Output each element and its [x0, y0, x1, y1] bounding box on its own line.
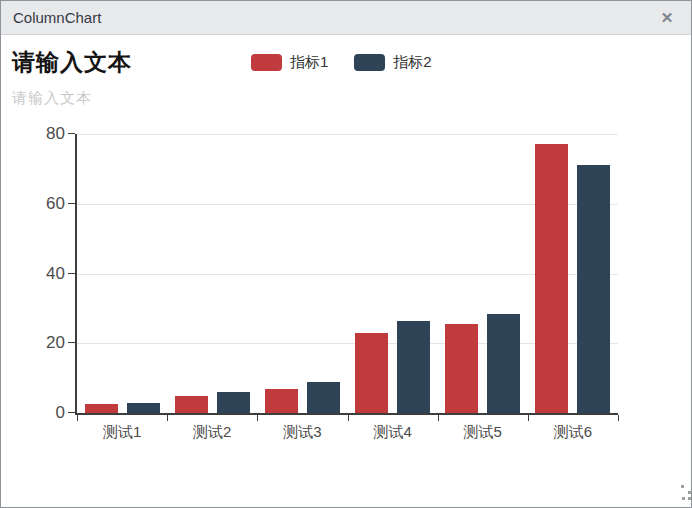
bar-groups — [77, 134, 618, 413]
y-axis-tick — [68, 342, 75, 343]
y-axis-tick — [68, 273, 75, 274]
bar-series2-cat6[interactable] — [577, 165, 610, 413]
bar-series2-cat2[interactable] — [217, 392, 250, 413]
bar-series1-cat1[interactable] — [85, 404, 118, 413]
y-axis-label: 80 — [19, 124, 65, 144]
x-axis-tick — [618, 415, 619, 421]
y-axis-label: 60 — [19, 194, 65, 214]
chart-subtitle: 请输入文本 — [12, 89, 92, 108]
bar-series1-cat2[interactable] — [175, 396, 208, 413]
plot-area: 测试1测试2测试3测试4测试5测试6 020406080 — [77, 134, 618, 413]
x-axis-label: 测试6 — [528, 423, 618, 442]
x-axis-label: 测试2 — [167, 423, 257, 442]
y-axis-label: 20 — [19, 333, 65, 353]
y-axis-label: 40 — [19, 264, 65, 284]
x-axis-tick — [167, 415, 168, 421]
chart-title: 请输入文本 — [12, 47, 132, 78]
legend-label: 指标2 — [393, 53, 431, 72]
y-axis-tick — [68, 412, 75, 413]
bar-group-6 — [528, 134, 618, 413]
column-chart-window: ColumnChart ✕ 请输入文本 请输入文本 指标1指标2 测试1测试2测… — [0, 0, 692, 508]
x-axis-tick — [438, 415, 439, 421]
legend-label: 指标1 — [290, 53, 328, 72]
bar-group-1 — [77, 134, 167, 413]
legend-item-1[interactable]: 指标1 — [251, 53, 328, 72]
bar-series2-cat3[interactable] — [307, 382, 340, 413]
x-axis-label: 测试5 — [438, 423, 528, 442]
bar-series2-cat5[interactable] — [487, 314, 520, 413]
x-axis-tick — [528, 415, 529, 421]
bar-group-3 — [257, 134, 347, 413]
legend-swatch-icon — [354, 54, 385, 71]
x-axis-line — [75, 413, 618, 415]
x-axis-label: 测试4 — [348, 423, 438, 442]
x-axis-labels: 测试1测试2测试3测试4测试5测试6 — [77, 423, 618, 442]
bar-series1-cat6[interactable] — [535, 144, 568, 413]
close-icon: ✕ — [661, 10, 674, 25]
bar-series1-cat5[interactable] — [445, 324, 478, 413]
legend: 指标1 指标2 — [251, 53, 432, 72]
bar-group-4 — [348, 134, 438, 413]
y-axis-tick — [68, 203, 75, 204]
legend-swatch-icon — [251, 54, 282, 71]
x-axis-label: 测试1 — [77, 423, 167, 442]
window-title: ColumnChart — [13, 9, 101, 26]
x-axis-label: 测试3 — [257, 423, 347, 442]
resize-grip[interactable] — [669, 485, 685, 501]
bar-series1-cat4[interactable] — [355, 333, 388, 413]
resize-grip-icon — [681, 485, 684, 488]
bar-group-5 — [438, 134, 528, 413]
bar-series2-cat4[interactable] — [397, 321, 430, 413]
x-axis-tick — [257, 415, 258, 421]
title-bar[interactable]: ColumnChart ✕ — [1, 1, 691, 35]
bar-series1-cat3[interactable] — [265, 389, 298, 413]
legend-item-2[interactable]: 指标2 — [354, 53, 431, 72]
y-axis-label: 0 — [19, 403, 65, 423]
x-axis-tick — [348, 415, 349, 421]
close-button[interactable]: ✕ — [655, 6, 679, 30]
x-axis-tick — [77, 415, 78, 421]
bar-group-2 — [167, 134, 257, 413]
bar-series2-cat1[interactable] — [127, 403, 160, 413]
y-axis-tick — [68, 133, 75, 134]
